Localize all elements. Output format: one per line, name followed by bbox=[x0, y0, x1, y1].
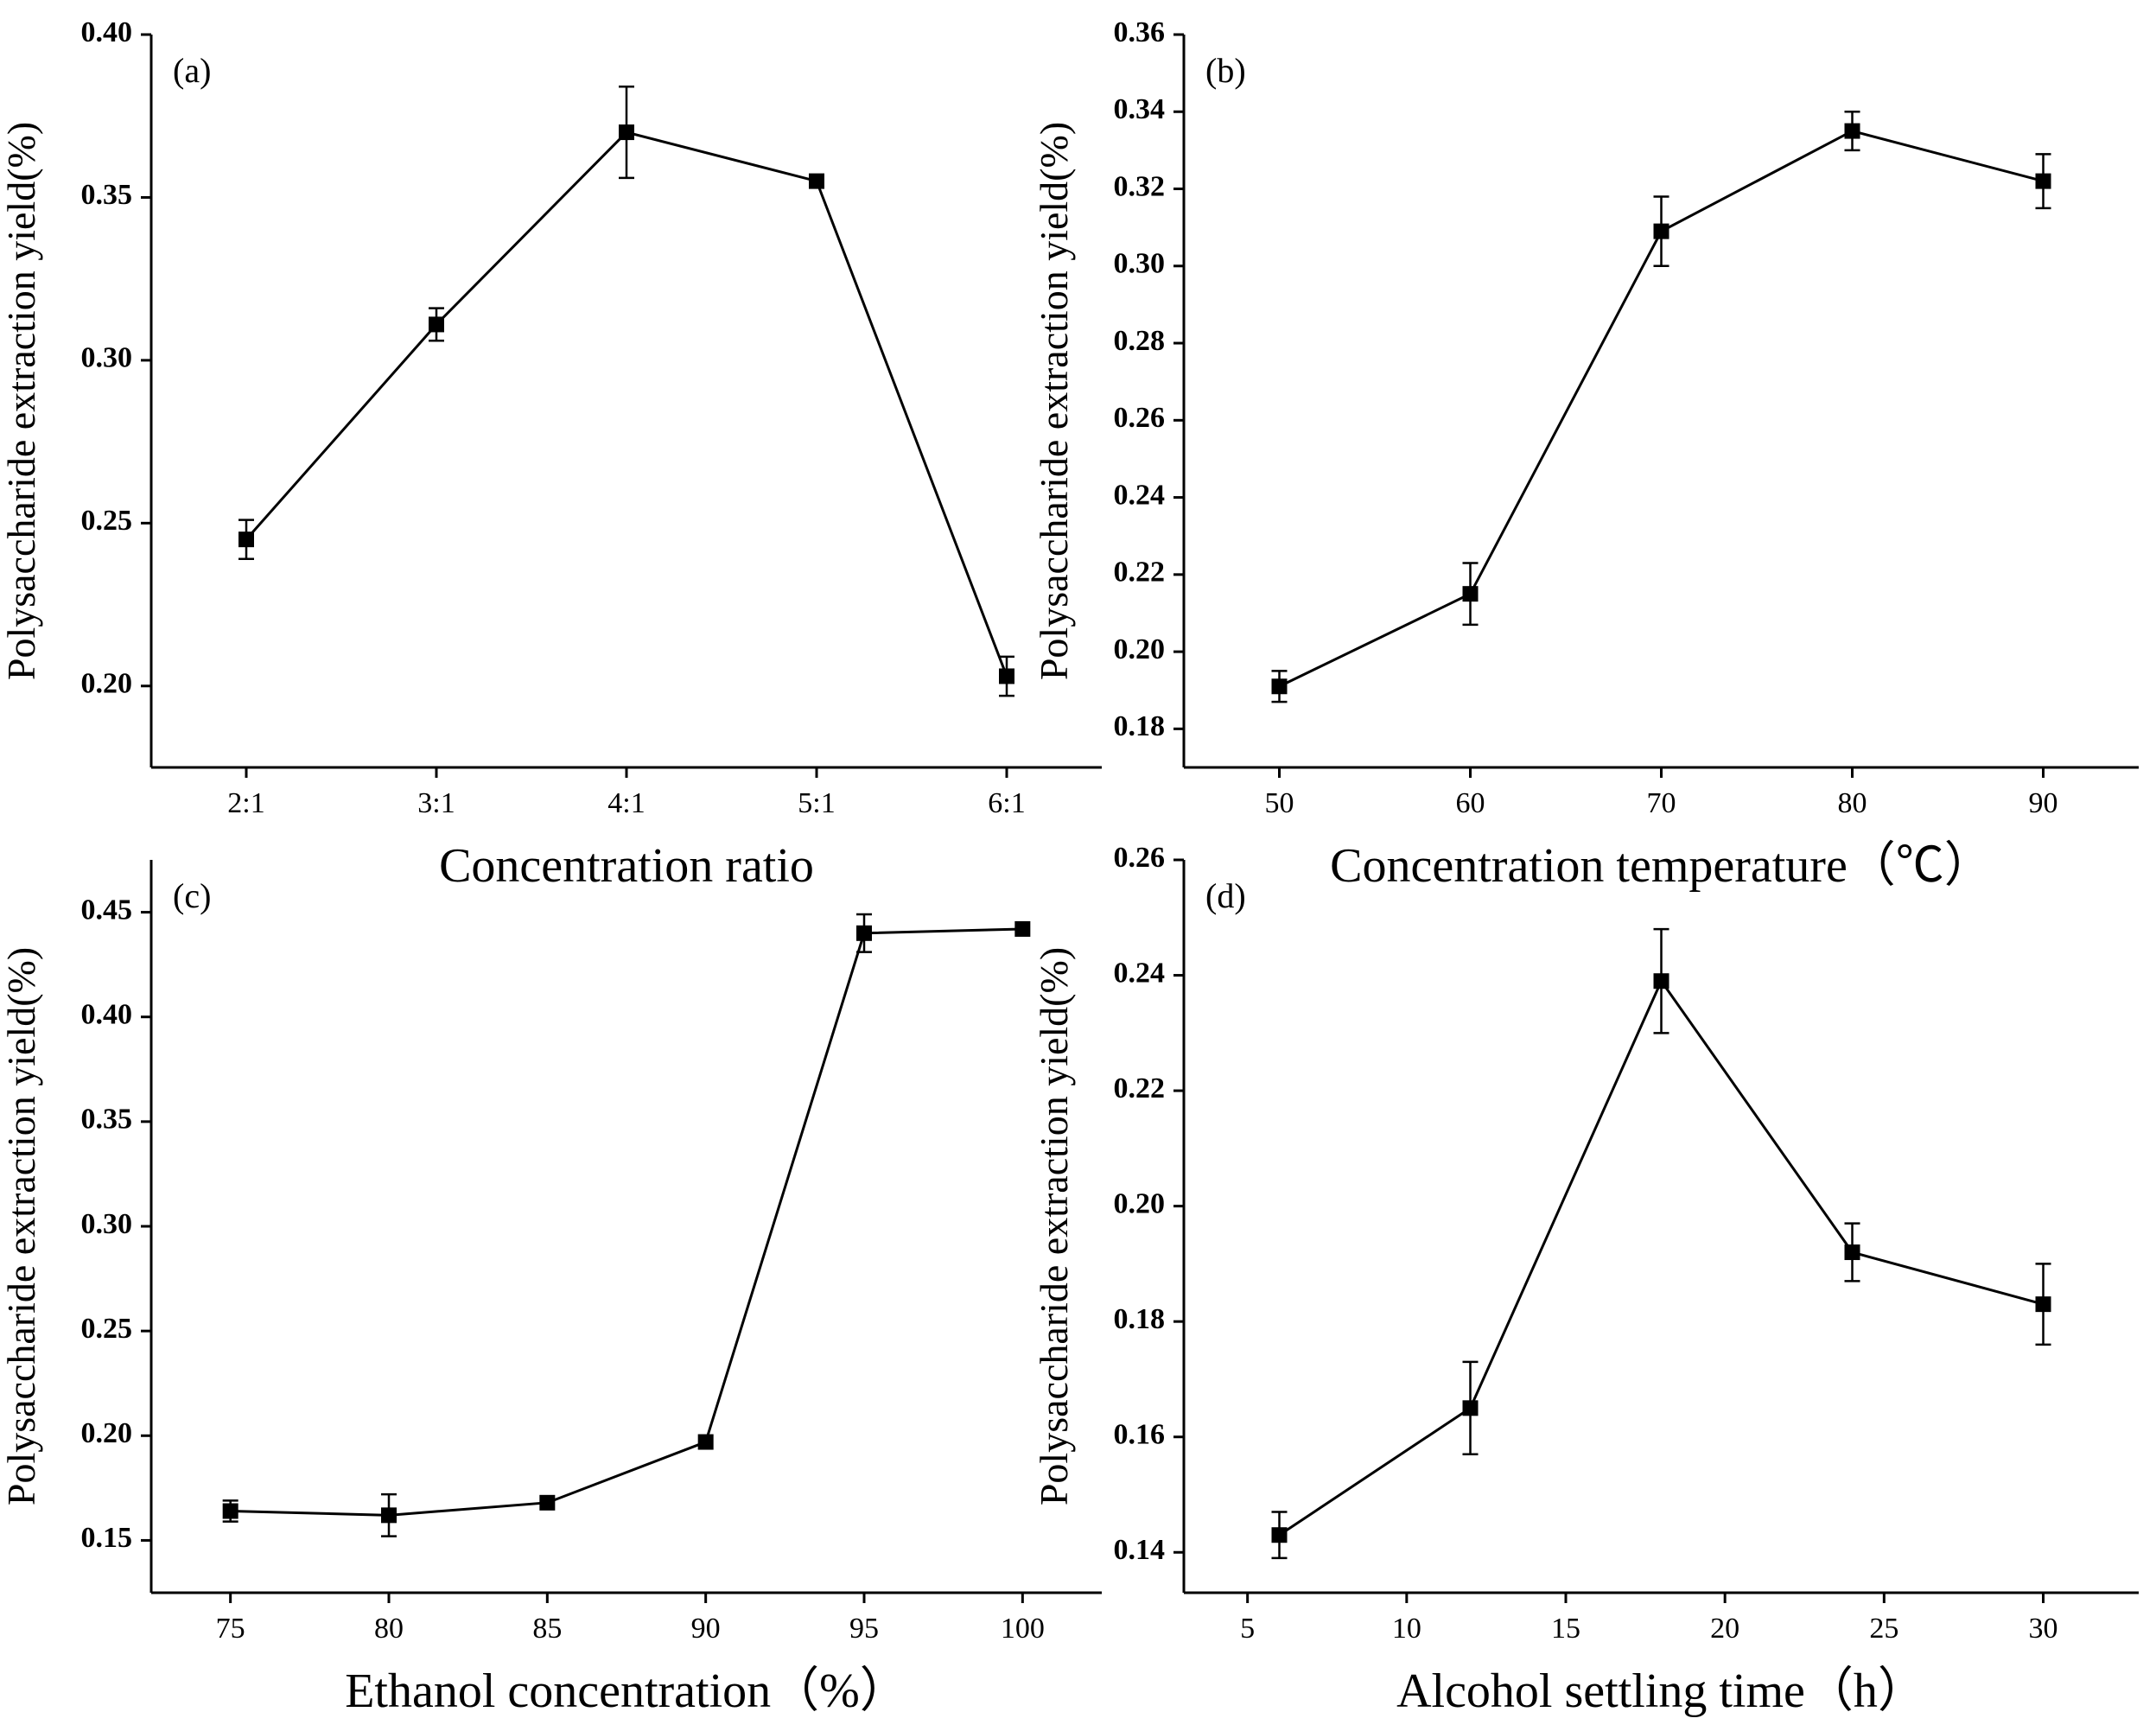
x-tick-label: 95 bbox=[849, 1613, 879, 1645]
y-tick-label: 0.28 bbox=[1114, 325, 1166, 357]
x-tick-label: 80 bbox=[1838, 787, 1867, 819]
data-point bbox=[2035, 1296, 2051, 1313]
data-point bbox=[238, 531, 254, 548]
y-tick-label: 0.35 bbox=[81, 179, 133, 211]
x-axis-label: Alcohol settling time（h） bbox=[1396, 1664, 1926, 1718]
y-tick-label: 0.20 bbox=[81, 668, 133, 700]
x-tick-label: 20 bbox=[1710, 1613, 1739, 1645]
data-point bbox=[429, 316, 444, 333]
data-point bbox=[381, 1507, 397, 1524]
y-tick-label: 0.18 bbox=[1114, 710, 1166, 742]
y-axis-label: Polysaccharide extraction yield(%) bbox=[1032, 947, 1076, 1505]
y-axis-label: Polysaccharide extraction yield(%) bbox=[1032, 122, 1076, 680]
x-tick-label: 5 bbox=[1240, 1613, 1255, 1645]
chart-panel-d: 0.14 0.16 0.18 0.20 0.22 0.24 0.26 5 10 15 20 25 30 A… bbox=[1032, 842, 2139, 1718]
series-line bbox=[245, 130, 1008, 678]
y-tick-label: 0.36 bbox=[1114, 16, 1166, 48]
x-tick-label: 2:1 bbox=[227, 787, 264, 819]
data-point bbox=[1271, 1527, 1288, 1543]
y-axis-label: Polysaccharide extraction yield(%) bbox=[0, 122, 43, 680]
x-tick-label: 30 bbox=[2029, 1613, 2058, 1645]
x-axis-label: Concentration ratio bbox=[439, 839, 814, 893]
panel-label: (a) bbox=[173, 51, 211, 90]
x-tick-label: 50 bbox=[1265, 787, 1294, 819]
x-tick-label: 10 bbox=[1392, 1613, 1421, 1645]
y-tick-label: 0.34 bbox=[1114, 93, 1166, 125]
y-tick-label: 0.30 bbox=[81, 342, 133, 374]
data-point bbox=[999, 668, 1014, 684]
y-tick-label: 0.35 bbox=[81, 1104, 133, 1136]
x-axis-label: Concentration temperature（℃） bbox=[1330, 839, 1993, 893]
y-axis-label: Polysaccharide extraction yield(%) bbox=[0, 947, 43, 1505]
x-tick-label: 85 bbox=[532, 1613, 562, 1645]
y-tick-label: 0.18 bbox=[1114, 1303, 1166, 1335]
y-tick-label: 0.45 bbox=[81, 894, 133, 926]
data-point bbox=[1844, 123, 1860, 139]
panel-label: (d) bbox=[1205, 876, 1246, 915]
chart-panel-b: 0.18 0.20 0.22 0.24 0.26 0.28 0.30 0.32 0.34 0.36… bbox=[1032, 16, 2139, 893]
data-point bbox=[1844, 1244, 1860, 1261]
x-tick-label: 60 bbox=[1456, 787, 1485, 819]
data-point bbox=[697, 1434, 714, 1450]
data-point bbox=[2035, 173, 2051, 189]
chart-panel-a: 0.20 0.25 0.30 0.35 0.40 2:1 3:1 4:1 5:1 6:1 Conce… bbox=[0, 16, 1102, 893]
series-line bbox=[230, 927, 1023, 1517]
x-tick-label: 75 bbox=[216, 1613, 245, 1645]
data-point bbox=[222, 1503, 238, 1519]
data-point bbox=[1014, 920, 1031, 937]
x-axis-label: Ethanol concentration（%） bbox=[345, 1664, 908, 1718]
data-point bbox=[619, 124, 634, 141]
chart-panel-c: 0.15 0.20 0.25 0.30 0.35 0.40 0.45 75 80 85 90 95 10… bbox=[0, 860, 1102, 1718]
data-point bbox=[1271, 678, 1288, 695]
y-tick-label: 0.40 bbox=[81, 16, 133, 48]
y-tick-label: 0.22 bbox=[1114, 557, 1166, 589]
y-tick-label: 0.20 bbox=[81, 1417, 133, 1449]
y-tick-label: 0.32 bbox=[1114, 170, 1166, 202]
x-tick-label: 25 bbox=[1869, 1613, 1898, 1645]
series-line bbox=[1278, 978, 2044, 1537]
y-tick-label: 0.20 bbox=[1114, 1187, 1166, 1219]
y-tick-label: 0.25 bbox=[81, 505, 133, 537]
y-tick-label: 0.26 bbox=[1114, 402, 1166, 434]
data-point bbox=[1653, 973, 1669, 990]
data-point bbox=[539, 1494, 556, 1511]
y-tick-label: 0.14 bbox=[1114, 1534, 1166, 1566]
x-tick-label: 70 bbox=[1647, 787, 1676, 819]
x-tick-label: 3:1 bbox=[417, 787, 455, 819]
y-tick-label: 0.30 bbox=[81, 1208, 133, 1240]
data-point bbox=[1653, 223, 1669, 239]
y-tick-label: 0.25 bbox=[81, 1313, 133, 1345]
x-tick-label: 100 bbox=[1001, 1613, 1045, 1645]
y-tick-label: 0.24 bbox=[1114, 957, 1166, 989]
y-tick-label: 0.15 bbox=[81, 1522, 133, 1554]
y-tick-label: 0.24 bbox=[1114, 479, 1166, 511]
data-point bbox=[809, 173, 824, 189]
panel-label: (b) bbox=[1205, 51, 1246, 90]
data-point bbox=[1462, 1400, 1479, 1416]
data-point bbox=[1462, 586, 1479, 602]
x-tick-label: 90 bbox=[691, 1613, 721, 1645]
y-tick-label: 0.26 bbox=[1114, 842, 1166, 874]
y-tick-label: 0.30 bbox=[1114, 248, 1166, 280]
y-tick-label: 0.22 bbox=[1114, 1072, 1166, 1104]
y-tick-label: 0.16 bbox=[1114, 1419, 1166, 1451]
panel-label: (c) bbox=[173, 876, 211, 915]
data-point bbox=[856, 925, 872, 941]
x-tick-label: 6:1 bbox=[988, 787, 1025, 819]
x-tick-label: 5:1 bbox=[798, 787, 835, 819]
y-tick-label: 0.40 bbox=[81, 999, 133, 1031]
x-tick-label: 80 bbox=[374, 1613, 404, 1645]
x-tick-label: 4:1 bbox=[607, 787, 645, 819]
y-tick-label: 0.20 bbox=[1114, 633, 1166, 665]
x-tick-label: 90 bbox=[2029, 787, 2058, 819]
x-tick-label: 15 bbox=[1551, 1613, 1580, 1645]
